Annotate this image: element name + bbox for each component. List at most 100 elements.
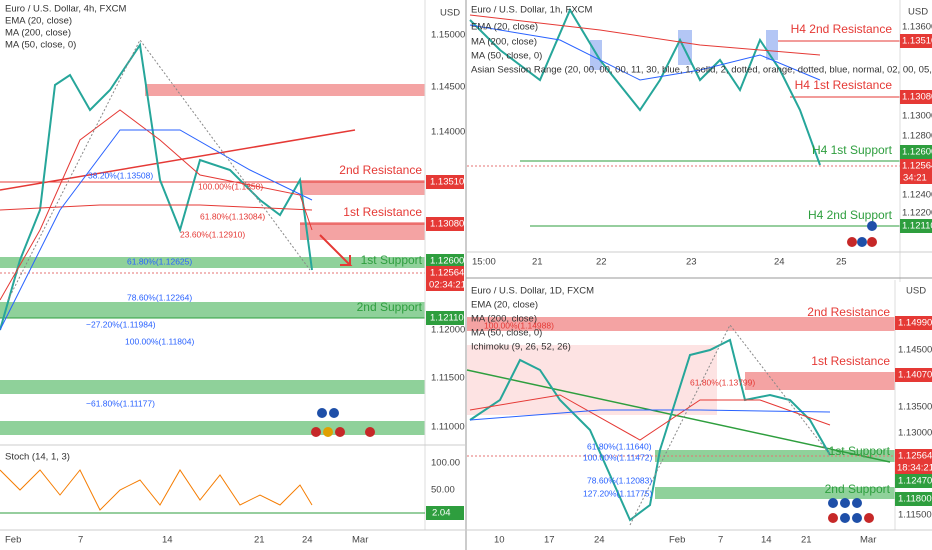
badge-text: 1.13080 [902,92,932,103]
top-right-chart: Euro / U.S. Dollar, 1h, FXCM EMA (20, cl… [467,0,932,282]
fib-label: 61.80%(1.13084) [200,211,265,221]
arrow [319,234,353,266]
time-label: 17 [544,535,555,546]
badge-text: 1.12564 [898,451,932,462]
header: MA (50, close, 0) [471,328,542,339]
zone [300,222,425,240]
ma-50 [0,129,313,331]
badge-text: 1.12564 [902,161,932,172]
event-icons [828,498,874,523]
fib-label: 100.00%(1.11804) [125,336,194,346]
price-tick: 1.11000 [431,422,465,433]
event-icons [311,408,375,437]
zone [300,180,425,195]
badge-text: 02:34:21 [429,280,466,291]
badge [895,368,932,382]
zone-label: H4 1st Support [812,143,893,157]
header: Ichimoku (9, 26, 52, 26) [471,342,571,353]
zone [745,372,895,390]
time-label: 23 [686,257,697,268]
zone-label: H4 1st Resistance [795,78,893,92]
price-tick: 1.14500 [898,345,932,356]
time-label: 14 [761,535,772,546]
time-label: 24 [594,535,605,546]
trend-line [466,369,891,463]
badge [900,219,932,233]
time-label: 10 [494,535,505,546]
zone-label: 2nd Resistance [339,163,422,177]
time-label: 7 [78,535,83,546]
zone-label: 1st Resistance [343,205,422,219]
zone-label: H4 2nd Support [808,208,893,222]
header: EMA (20, close) [5,16,72,27]
currency: USD [440,8,460,19]
left-chart: Euro / U.S. Dollar, 4h, FXCM EMA (20, cl… [0,0,466,546]
price-tick: 1.11500 [431,373,465,384]
badge [895,474,932,488]
event-icons [847,221,877,247]
badge-text: 18:34:21 [897,463,932,474]
header: EMA (20, close) [471,22,538,33]
header: MA (50, close, 0) [471,51,542,62]
time-label: Feb [669,535,685,546]
ema [0,109,313,301]
price-tick: 1.13600 [902,22,932,33]
badge-text: 1.13080 [430,219,464,230]
badge [426,266,464,291]
price-tick: 1.12200 [902,208,932,219]
badge-text: 1.14990 [898,318,932,329]
price-tick: 1.12800 [902,131,932,142]
badge [900,145,932,159]
time-label: 14 [162,535,173,546]
badge [900,34,932,48]
ma-50 [469,409,831,421]
price-tick: 1.13000 [902,111,932,122]
currency: USD [906,286,926,297]
price-tick: 1.13000 [898,428,932,439]
price-tick: 1.14000 [431,127,465,138]
header: MA (50, close, 0) [5,40,76,51]
badge [426,506,464,520]
fib-label: 61.80%(1.12625) [127,256,192,266]
zone-label: 1st Resistance [811,354,890,368]
badge-text: 1.13510 [430,177,464,188]
time-label: 21 [254,535,265,546]
header: Euro / U.S. Dollar, 1h, FXCM [471,5,593,16]
fib-label: 100.00%(1.14988) [484,320,554,330]
time-label: 7 [718,535,723,546]
fib-line [7,39,311,301]
badge [895,449,932,474]
time-label: 21 [532,257,543,268]
header: MA (200, close) [5,28,71,39]
zone-label: 2nd Support [357,300,423,314]
tick: 100.00 [431,458,460,469]
header: EMA (20, close) [471,300,538,311]
badge [426,311,464,325]
fib-label: 38.20%(1.13508) [88,170,153,180]
fib-label: 61.80%(1.13799) [690,377,755,387]
fib-label: 127.20%(1.11775) [583,488,652,498]
time-label: Mar [352,535,368,546]
ma-200 [0,204,313,211]
time-label: 22 [596,257,607,268]
badge [426,175,464,189]
stoch-line [0,469,313,511]
badge-text: 1.12110 [902,221,932,232]
zone [467,317,895,331]
time-label: 21 [801,535,812,546]
badge-text: 1.11800 [898,494,932,505]
zone-label: 2nd Support [825,482,891,496]
fib-label: 61.80%(1.11640) [587,441,652,451]
badge-text: 1.12110 [430,313,464,324]
zone [0,257,425,268]
indicator-title: Stoch (14, 1, 3) [5,452,70,463]
zone-label: 1st Support [829,444,891,458]
header: Euro / U.S. Dollar, 4h, FXCM [5,4,127,15]
price-tick: 1.12400 [902,190,932,201]
zone-label: 2nd Resistance [807,305,890,319]
zone-label: H4 2nd Resistance [791,22,893,36]
zone [0,302,425,318]
zone-label: 1st Support [361,253,423,267]
badge [426,217,464,231]
badge-text: 1.12564 [430,268,464,279]
